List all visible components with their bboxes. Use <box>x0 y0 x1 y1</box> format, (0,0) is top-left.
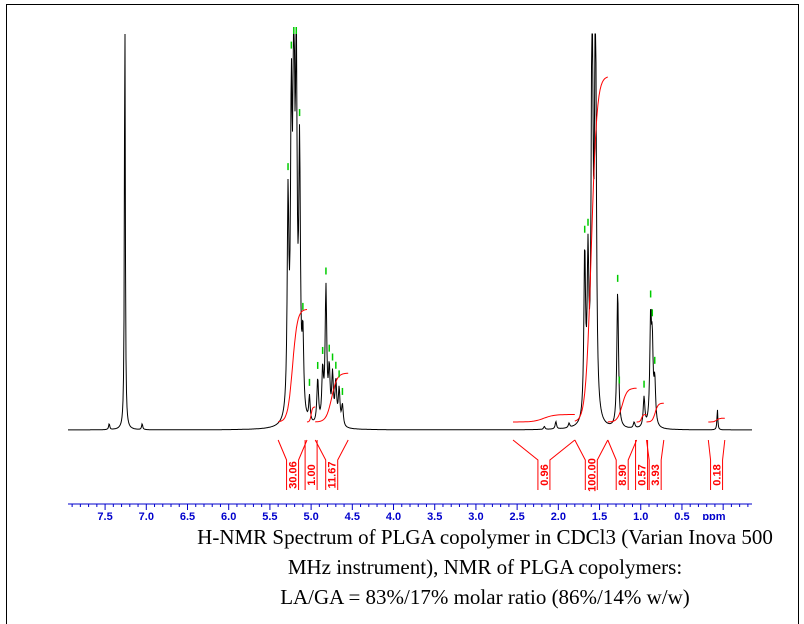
integral-label: 11.67 <box>327 462 339 489</box>
x-tick-label: 2.5 <box>509 511 524 520</box>
integral-brackets-group: 30.06 1.00 11.67 0.96 100.00 8.90 0.57 3.93 0.18 <box>277 439 726 492</box>
integral-curve <box>513 414 575 423</box>
x-axis-label: ppm <box>702 511 725 520</box>
caption-line-2: MHz instrument), NMR of PLGA copolymers: <box>287 555 683 579</box>
caption-line-1: H-NMR Spectrum of PLGA copolymer in CDCl… <box>197 525 773 549</box>
integral-curve <box>636 414 647 423</box>
x-tick-label: 5.5 <box>262 511 277 520</box>
x-tick-label: 7.0 <box>139 511 154 520</box>
figure-caption: H-NMR Spectrum of PLGA copolymer in CDCl… <box>170 522 800 612</box>
integral-label: 0.57 <box>637 464 649 485</box>
integral-curve <box>607 387 637 423</box>
integral-bracket <box>646 439 665 490</box>
x-tick-label: 5.0 <box>303 511 318 520</box>
integral-curve <box>708 417 725 423</box>
x-tick-label: 0.5 <box>674 511 689 520</box>
integral-bracket <box>574 439 609 490</box>
integral-bracket <box>707 439 726 490</box>
x-tick-label: 3.5 <box>427 511 442 520</box>
x-tick-label: 4.0 <box>386 511 401 520</box>
x-tick-label: 1.5 <box>592 511 607 520</box>
integral-curve <box>646 402 664 423</box>
integral-label: 0.18 <box>712 464 724 485</box>
spectrum-line <box>68 33 752 431</box>
figure-frame <box>6 4 799 624</box>
x-tick-label: 6.5 <box>180 511 195 520</box>
integral-label: 8.90 <box>617 464 629 485</box>
caption-line-3: LA/GA = 83%/17% molar ratio (86%/14% w/w… <box>280 585 690 609</box>
x-axis: 7.5 7.0 6.5 6.0 5.5 5.0 4.5 4.0 3.5 3.0 2.5 2.0 1.5 1… <box>68 503 752 520</box>
integral-bracket <box>512 439 576 490</box>
spectrum-trace-group <box>68 33 752 431</box>
nmr-spectrum-chart: 30.06 1.00 11.67 0.96 100.00 8.90 0.57 3.93 0.18… <box>68 27 752 520</box>
x-tick-label: 7.5 <box>97 511 112 520</box>
x-tick-label: 1.0 <box>633 511 648 520</box>
integral-label: 0.96 <box>539 464 551 485</box>
integral-curves-group <box>278 76 725 423</box>
x-tick-label: 3.0 <box>468 511 483 520</box>
integral-label: 1.00 <box>306 464 318 485</box>
integral-label: 100.00 <box>586 458 598 492</box>
integral-curve <box>574 76 609 422</box>
integral-label: 30.06 <box>288 461 300 489</box>
x-tick-label: 6.0 <box>221 511 236 520</box>
integral-bracket <box>277 439 308 490</box>
integral-bracket <box>304 440 318 490</box>
integral-bracket <box>314 439 349 490</box>
peak-markers-group <box>287 27 656 395</box>
integral-bracket <box>607 439 638 490</box>
x-tick-label: 2.0 <box>551 511 566 520</box>
x-tick-label: 4.5 <box>345 511 360 520</box>
integral-curve <box>278 309 308 423</box>
integral-label: 3.93 <box>650 464 662 485</box>
integral-curve <box>306 406 316 423</box>
integral-curve <box>315 372 349 423</box>
